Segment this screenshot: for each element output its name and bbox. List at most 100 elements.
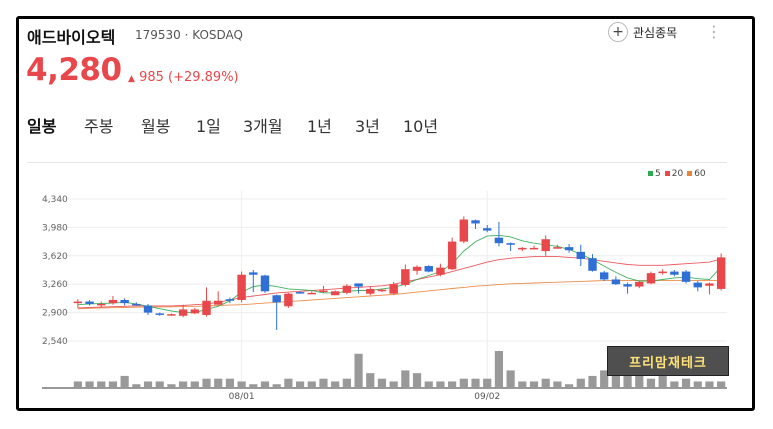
chart-legend: 5 20 60	[648, 169, 706, 179]
y-tick-label: 4,340	[42, 195, 68, 205]
candle-body	[342, 285, 352, 293]
volume-bar	[132, 384, 141, 387]
price-change: ▲ 985 (+29.89%)	[128, 70, 239, 85]
candle-body	[494, 237, 504, 244]
volume-bar	[179, 381, 188, 387]
candle-body	[120, 299, 129, 304]
candle-body	[307, 292, 316, 295]
volume-bar	[377, 378, 387, 387]
volume-bar	[143, 381, 153, 387]
legend-ma60-swatch	[687, 171, 693, 176]
candle-body	[319, 290, 328, 293]
volume-bar	[693, 381, 702, 387]
candle-body	[389, 284, 398, 294]
volume-bar	[635, 367, 644, 387]
price-change-value: 985 (+29.89%)	[139, 70, 239, 85]
candle-body	[670, 271, 679, 275]
volume-bar	[155, 381, 164, 387]
candle-body	[213, 300, 223, 305]
volume-bar	[225, 378, 234, 387]
favorite-label: 관심종목	[633, 25, 678, 40]
volume-bar	[658, 375, 667, 387]
volume-bar	[167, 384, 176, 387]
volume-bar	[319, 378, 328, 387]
candle-body	[436, 267, 445, 275]
candle-body	[623, 284, 632, 287]
candle-body	[330, 291, 340, 296]
volume-bar	[588, 375, 597, 387]
y-tick-label: 3,980	[42, 223, 68, 233]
candle-body	[237, 274, 246, 300]
volume-bar	[354, 353, 363, 387]
candle-body	[576, 251, 586, 259]
candle-body	[635, 281, 644, 287]
y-tick-label: 3,620	[42, 252, 68, 262]
volume-bar	[73, 381, 82, 387]
tab-daily[interactable]: 일봉	[27, 117, 57, 136]
volume-bar	[529, 381, 539, 387]
volume-bar	[108, 381, 118, 387]
legend-ma5-swatch	[648, 171, 653, 176]
candle-body	[366, 288, 375, 294]
volume-bar	[565, 384, 574, 387]
volume-bar	[646, 378, 656, 387]
volume-bar	[307, 381, 316, 387]
tab-1year[interactable]: 1년	[307, 117, 332, 136]
volume-bar	[670, 381, 679, 387]
legend-ma20: 20	[664, 169, 683, 179]
candle-body	[178, 309, 188, 316]
tab-monthly[interactable]: 월봉	[141, 117, 171, 136]
volume-bar	[214, 378, 223, 387]
candle-body	[658, 271, 667, 274]
candle-body	[588, 258, 597, 271]
volume-bar	[331, 381, 340, 387]
stock-card	[16, 16, 755, 411]
legend-ma20-swatch	[664, 171, 670, 176]
tab-10years[interactable]: 10년	[403, 117, 439, 136]
volume-bar	[506, 370, 515, 387]
candle-body	[693, 282, 702, 288]
stock-name: 애드바이오텍	[27, 28, 116, 47]
y-tick-label: 2,540	[42, 337, 68, 347]
volume-bar	[611, 375, 620, 387]
period-tabs: 일봉 주봉 월봉 1일 3개월 1년 3년 10년	[27, 113, 438, 137]
candle-body	[377, 289, 387, 292]
candle-body	[132, 303, 141, 306]
volume-bar	[412, 373, 422, 387]
candle-body	[541, 239, 550, 252]
volume-bar	[202, 378, 211, 387]
candle-body	[681, 271, 691, 282]
tab-3months[interactable]: 3개월	[243, 117, 283, 136]
candle-body	[483, 228, 492, 231]
candle-body	[354, 283, 363, 287]
volume-bar	[600, 370, 609, 387]
volume-bar	[389, 381, 398, 387]
candle-body	[401, 269, 410, 285]
x-tick-label: 09/02	[474, 392, 500, 402]
tab-3years[interactable]: 3년	[355, 117, 380, 136]
volume-bar	[483, 378, 492, 387]
candle-body	[459, 219, 469, 242]
more-icon[interactable]: ⋮	[706, 22, 722, 41]
candle-body	[716, 257, 726, 289]
volume-bar	[436, 381, 445, 387]
volume-bar	[541, 378, 550, 387]
ma5-line	[77, 234, 722, 314]
volume-bar	[494, 351, 504, 387]
tab-1day[interactable]: 1일	[196, 117, 221, 136]
volume-bar	[97, 381, 106, 387]
volume-bar	[717, 381, 726, 387]
volume-bar	[342, 378, 351, 387]
candle-body	[155, 313, 164, 315]
candle-body	[471, 220, 480, 224]
volume-bar	[448, 381, 457, 387]
x-tick-label: 08/01	[229, 392, 255, 402]
stock-code-market: 179530 · KOSDAQ	[135, 28, 243, 42]
favorite-button[interactable]: + 관심종목	[608, 22, 677, 42]
candle-body	[518, 247, 527, 250]
tab-weekly[interactable]: 주봉	[84, 117, 114, 136]
volume-bar	[190, 381, 199, 387]
legend-ma60: 60	[687, 169, 706, 179]
volume-bar	[553, 381, 562, 387]
